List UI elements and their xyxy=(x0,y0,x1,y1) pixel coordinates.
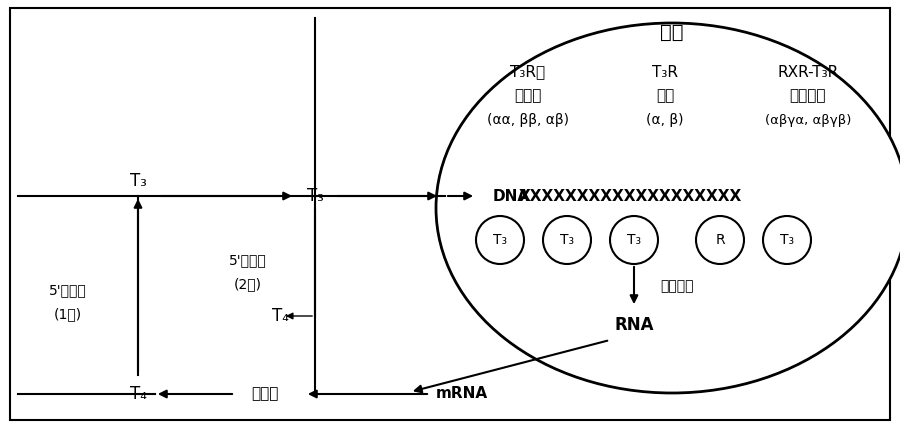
Text: R: R xyxy=(716,233,724,247)
Text: T₃R同: T₃R同 xyxy=(510,65,545,80)
Circle shape xyxy=(476,216,524,264)
Text: T₃: T₃ xyxy=(780,233,794,247)
Text: T₃: T₃ xyxy=(627,233,641,247)
Text: 5'脱碘酶: 5'脱碘酶 xyxy=(50,283,87,297)
Text: T₃R: T₃R xyxy=(652,65,678,80)
Text: (αα, ββ, αβ): (αα, ββ, αβ) xyxy=(487,113,569,127)
Text: (αβγα, αβγβ): (αβγα, αβγβ) xyxy=(765,113,851,127)
Text: 5'脱碘酶: 5'脱碘酶 xyxy=(230,253,267,267)
Text: T₃: T₃ xyxy=(307,187,323,205)
Text: RNA: RNA xyxy=(614,316,653,334)
Text: (2型): (2型) xyxy=(234,277,262,291)
Text: DNA: DNA xyxy=(493,188,530,203)
Text: (α, β): (α, β) xyxy=(646,113,684,127)
Text: 蛋白质: 蛋白质 xyxy=(251,386,279,401)
Text: T₃: T₃ xyxy=(130,172,147,190)
Text: T₃: T₃ xyxy=(560,233,574,247)
Text: 转录因子: 转录因子 xyxy=(660,279,694,293)
Text: T₄: T₄ xyxy=(130,385,147,403)
Text: XXXXXXXXXXXXXXXXXXX: XXXXXXXXXXXXXXXXXXX xyxy=(518,188,742,203)
Text: 单体: 单体 xyxy=(656,89,674,104)
Ellipse shape xyxy=(436,23,900,393)
Text: mRNA: mRNA xyxy=(436,386,488,401)
Text: RXR-T₃R: RXR-T₃R xyxy=(778,65,839,80)
Circle shape xyxy=(543,216,591,264)
Text: (1型): (1型) xyxy=(54,307,82,321)
Circle shape xyxy=(696,216,744,264)
Text: 异二聚体: 异二聚体 xyxy=(790,89,826,104)
Text: 胞核: 胞核 xyxy=(661,23,684,42)
Text: T₄: T₄ xyxy=(272,307,288,325)
Circle shape xyxy=(763,216,811,264)
Text: T₃: T₃ xyxy=(493,233,507,247)
Text: 二聚体: 二聚体 xyxy=(514,89,542,104)
Circle shape xyxy=(610,216,658,264)
